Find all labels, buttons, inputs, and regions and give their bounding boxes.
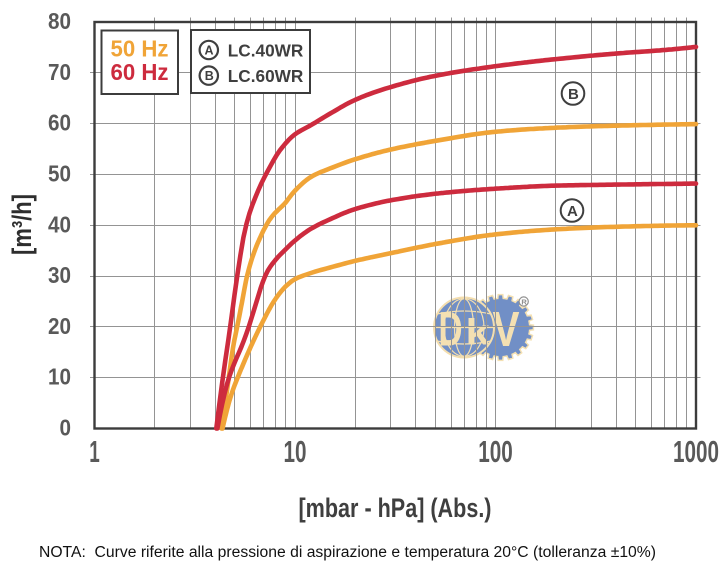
- svg-text:60 Hz: 60 Hz: [111, 59, 169, 85]
- svg-text:100: 100: [478, 435, 513, 469]
- svg-text:[mbar - hPa] (Abs.): [mbar - hPa] (Abs.): [299, 493, 492, 523]
- svg-text:70: 70: [48, 59, 71, 85]
- svg-text:1: 1: [89, 435, 100, 469]
- svg-text:B: B: [205, 69, 214, 83]
- svg-text:50 Hz: 50 Hz: [111, 36, 169, 62]
- svg-text:10: 10: [48, 364, 71, 390]
- svg-text:[m³/h]: [m³/h]: [7, 194, 37, 255]
- svg-text:10: 10: [284, 435, 307, 469]
- svg-text:NOTA: Curve riferite alla pre: NOTA: Curve riferite alla pressione di a…: [39, 544, 656, 561]
- svg-text:B: B: [568, 86, 579, 103]
- svg-text:A: A: [205, 44, 214, 58]
- svg-text:80: 80: [48, 8, 71, 34]
- svg-text:30: 30: [48, 262, 71, 288]
- svg-text:LC.60WR: LC.60WR: [228, 66, 304, 86]
- svg-text:R: R: [521, 297, 527, 306]
- svg-text:D: D: [439, 304, 463, 357]
- svg-text:0: 0: [60, 415, 72, 441]
- svg-text:A: A: [567, 203, 578, 220]
- svg-text:20: 20: [48, 313, 71, 339]
- svg-text:60: 60: [48, 110, 71, 136]
- svg-text:40: 40: [48, 211, 71, 237]
- svg-text:LC.40WR: LC.40WR: [228, 40, 304, 60]
- svg-text:1000: 1000: [673, 435, 719, 469]
- svg-text:50: 50: [48, 160, 71, 186]
- svg-text:V: V: [493, 303, 520, 357]
